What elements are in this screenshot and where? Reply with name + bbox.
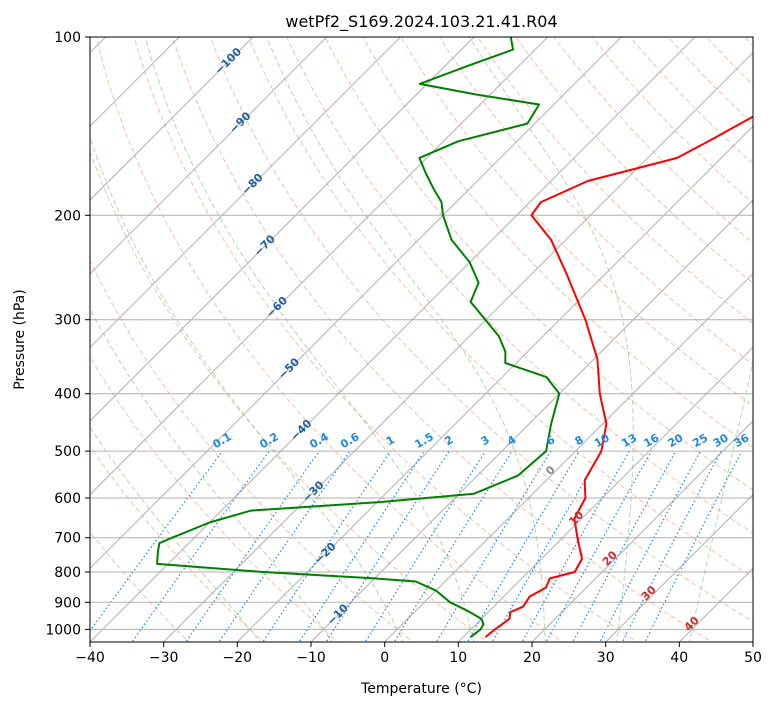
x-tick-label: 30 — [597, 650, 615, 666]
x-tick-label: −20 — [223, 650, 253, 666]
dewpoint-line — [156, 37, 561, 638]
y-tick-label: 400 — [54, 387, 81, 403]
y-tick-label: 800 — [54, 565, 81, 581]
mixing-ratio-line — [466, 450, 580, 642]
isotherm — [90, 37, 623, 570]
mixing-ratio-line — [572, 450, 677, 642]
y-axis: 100 200 300 400 500 600 700 800 900 1000 — [45, 30, 90, 638]
x-tick-label: 0 — [380, 650, 389, 666]
x-tick-label: 10 — [449, 650, 467, 666]
isotherm — [236, 125, 753, 642]
x-tick-label: −10 — [296, 650, 326, 666]
y-tick-label: 200 — [54, 208, 81, 224]
dry-adiabat — [90, 150, 489, 642]
isotherm — [90, 37, 254, 201]
y-tick-label: 500 — [54, 444, 81, 460]
y-tick-label: 1000 — [45, 622, 81, 638]
mixing-ratio-line — [218, 450, 351, 642]
y-tick-label: 900 — [54, 595, 81, 611]
y-tick-label: 600 — [54, 491, 81, 507]
mixing-ratio-line — [325, 450, 450, 642]
mixing-ratio-line — [90, 450, 223, 632]
mixing-ratio-line — [262, 450, 392, 642]
x-tick-label: 50 — [744, 650, 762, 666]
mixing-ratio-line — [185, 450, 320, 642]
isotherm — [457, 346, 753, 642]
chart-title: wetPf2_S169.2024.103.21.41.R04 — [285, 12, 557, 32]
dry-adiabat — [362, 37, 753, 449]
dry-adiabat — [438, 37, 753, 366]
mixing-ratio-line — [599, 450, 702, 642]
isotherm — [604, 493, 753, 642]
y-tick-label: 100 — [54, 30, 81, 46]
dry-adiabat — [286, 37, 753, 534]
isotherm — [90, 37, 475, 422]
x-tick-label: −40 — [75, 650, 105, 666]
profile-lines — [156, 37, 753, 638]
plot-background — [90, 37, 753, 642]
x-axis-label: Temperature (°C) — [360, 681, 482, 697]
isotherm — [383, 272, 753, 642]
moist-adiabat — [90, 426, 261, 642]
mixing-ratio-line — [621, 450, 722, 642]
isotherm — [90, 37, 549, 496]
dry-adiabat — [171, 37, 713, 642]
y-tick-label: 700 — [54, 531, 81, 547]
isotherm — [310, 199, 753, 642]
isotherm — [162, 51, 753, 642]
x-tick-label: −30 — [149, 650, 179, 666]
x-axis: −40 −30 −20 −10 0 10 20 30 40 50 — [75, 642, 762, 666]
isotherm — [531, 420, 753, 642]
mixing-ratio-line — [393, 450, 513, 642]
plot-frame — [89, 36, 754, 643]
x-tick-label: 40 — [670, 650, 688, 666]
dry-adiabat — [324, 37, 753, 491]
y-axis-label: Pressure (hPa) — [12, 289, 28, 389]
y-tick-label: 300 — [54, 313, 81, 329]
mixing-ratio-line — [298, 450, 425, 642]
isotherm — [90, 37, 696, 642]
x-tick-label: 20 — [523, 650, 541, 666]
isotherm — [90, 37, 328, 275]
dry-adiabat — [248, 37, 753, 578]
isotherm — [90, 37, 402, 349]
temperature-line — [484, 115, 753, 638]
